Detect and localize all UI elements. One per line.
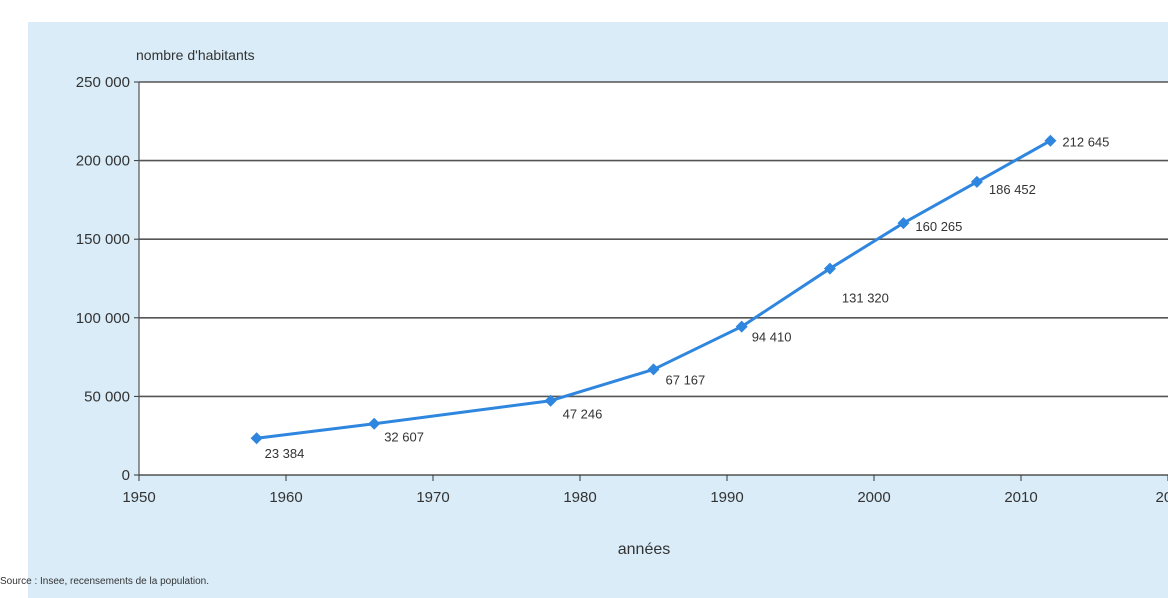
- data-point: [544, 394, 557, 407]
- x-tick-label: 1970: [416, 489, 449, 506]
- data-label: 94 410: [752, 330, 792, 345]
- data-point: [897, 217, 910, 230]
- data-point: [735, 320, 748, 333]
- data-label: 23 384: [265, 446, 305, 461]
- data-point: [970, 175, 983, 188]
- x-tick-label: 1960: [269, 489, 302, 506]
- x-axis-title: années: [618, 541, 671, 558]
- data-label: 160 265: [915, 219, 962, 234]
- data-point: [368, 417, 381, 430]
- y-tick-label: 250 000: [76, 74, 130, 91]
- y-tick-label: 150 000: [76, 231, 130, 248]
- y-tick-label: 100 000: [76, 310, 130, 327]
- data-point: [647, 363, 660, 376]
- data-label: 32 607: [384, 430, 424, 445]
- data-label: 47 246: [563, 407, 603, 422]
- source-note: Source : Insee, recensements de la popul…: [0, 576, 210, 587]
- data-label: 186 452: [989, 182, 1036, 197]
- x-tick-label: 1980: [563, 489, 596, 506]
- y-tick-label: 0: [122, 467, 130, 484]
- data-point: [823, 262, 836, 275]
- x-tick-label: 1950: [122, 489, 155, 506]
- y-tick-label: 50 000: [84, 388, 130, 405]
- x-tick-label: 202: [1155, 489, 1168, 506]
- chart-panel: 0 50 000 100 000 150 000 200 000 250 000 1950 1…: [28, 22, 1168, 598]
- x-tick-label: 2000: [857, 489, 890, 506]
- x-tick-label: 2010: [1004, 489, 1037, 506]
- data-point: [250, 432, 263, 445]
- data-label: 131 320: [842, 291, 889, 306]
- population-chart: 0 50 000 100 000 150 000 200 000 250 000 1950 1…: [76, 47, 1168, 558]
- data-label: 67 167: [666, 372, 706, 387]
- y-tick-label: 200 000: [76, 153, 130, 170]
- data-point: [1044, 134, 1057, 147]
- plot-area: [139, 82, 1168, 475]
- x-tick-label: 1990: [710, 489, 743, 506]
- y-axis-title: nombre d'habitants: [136, 47, 255, 63]
- data-label: 212 645: [1062, 135, 1109, 150]
